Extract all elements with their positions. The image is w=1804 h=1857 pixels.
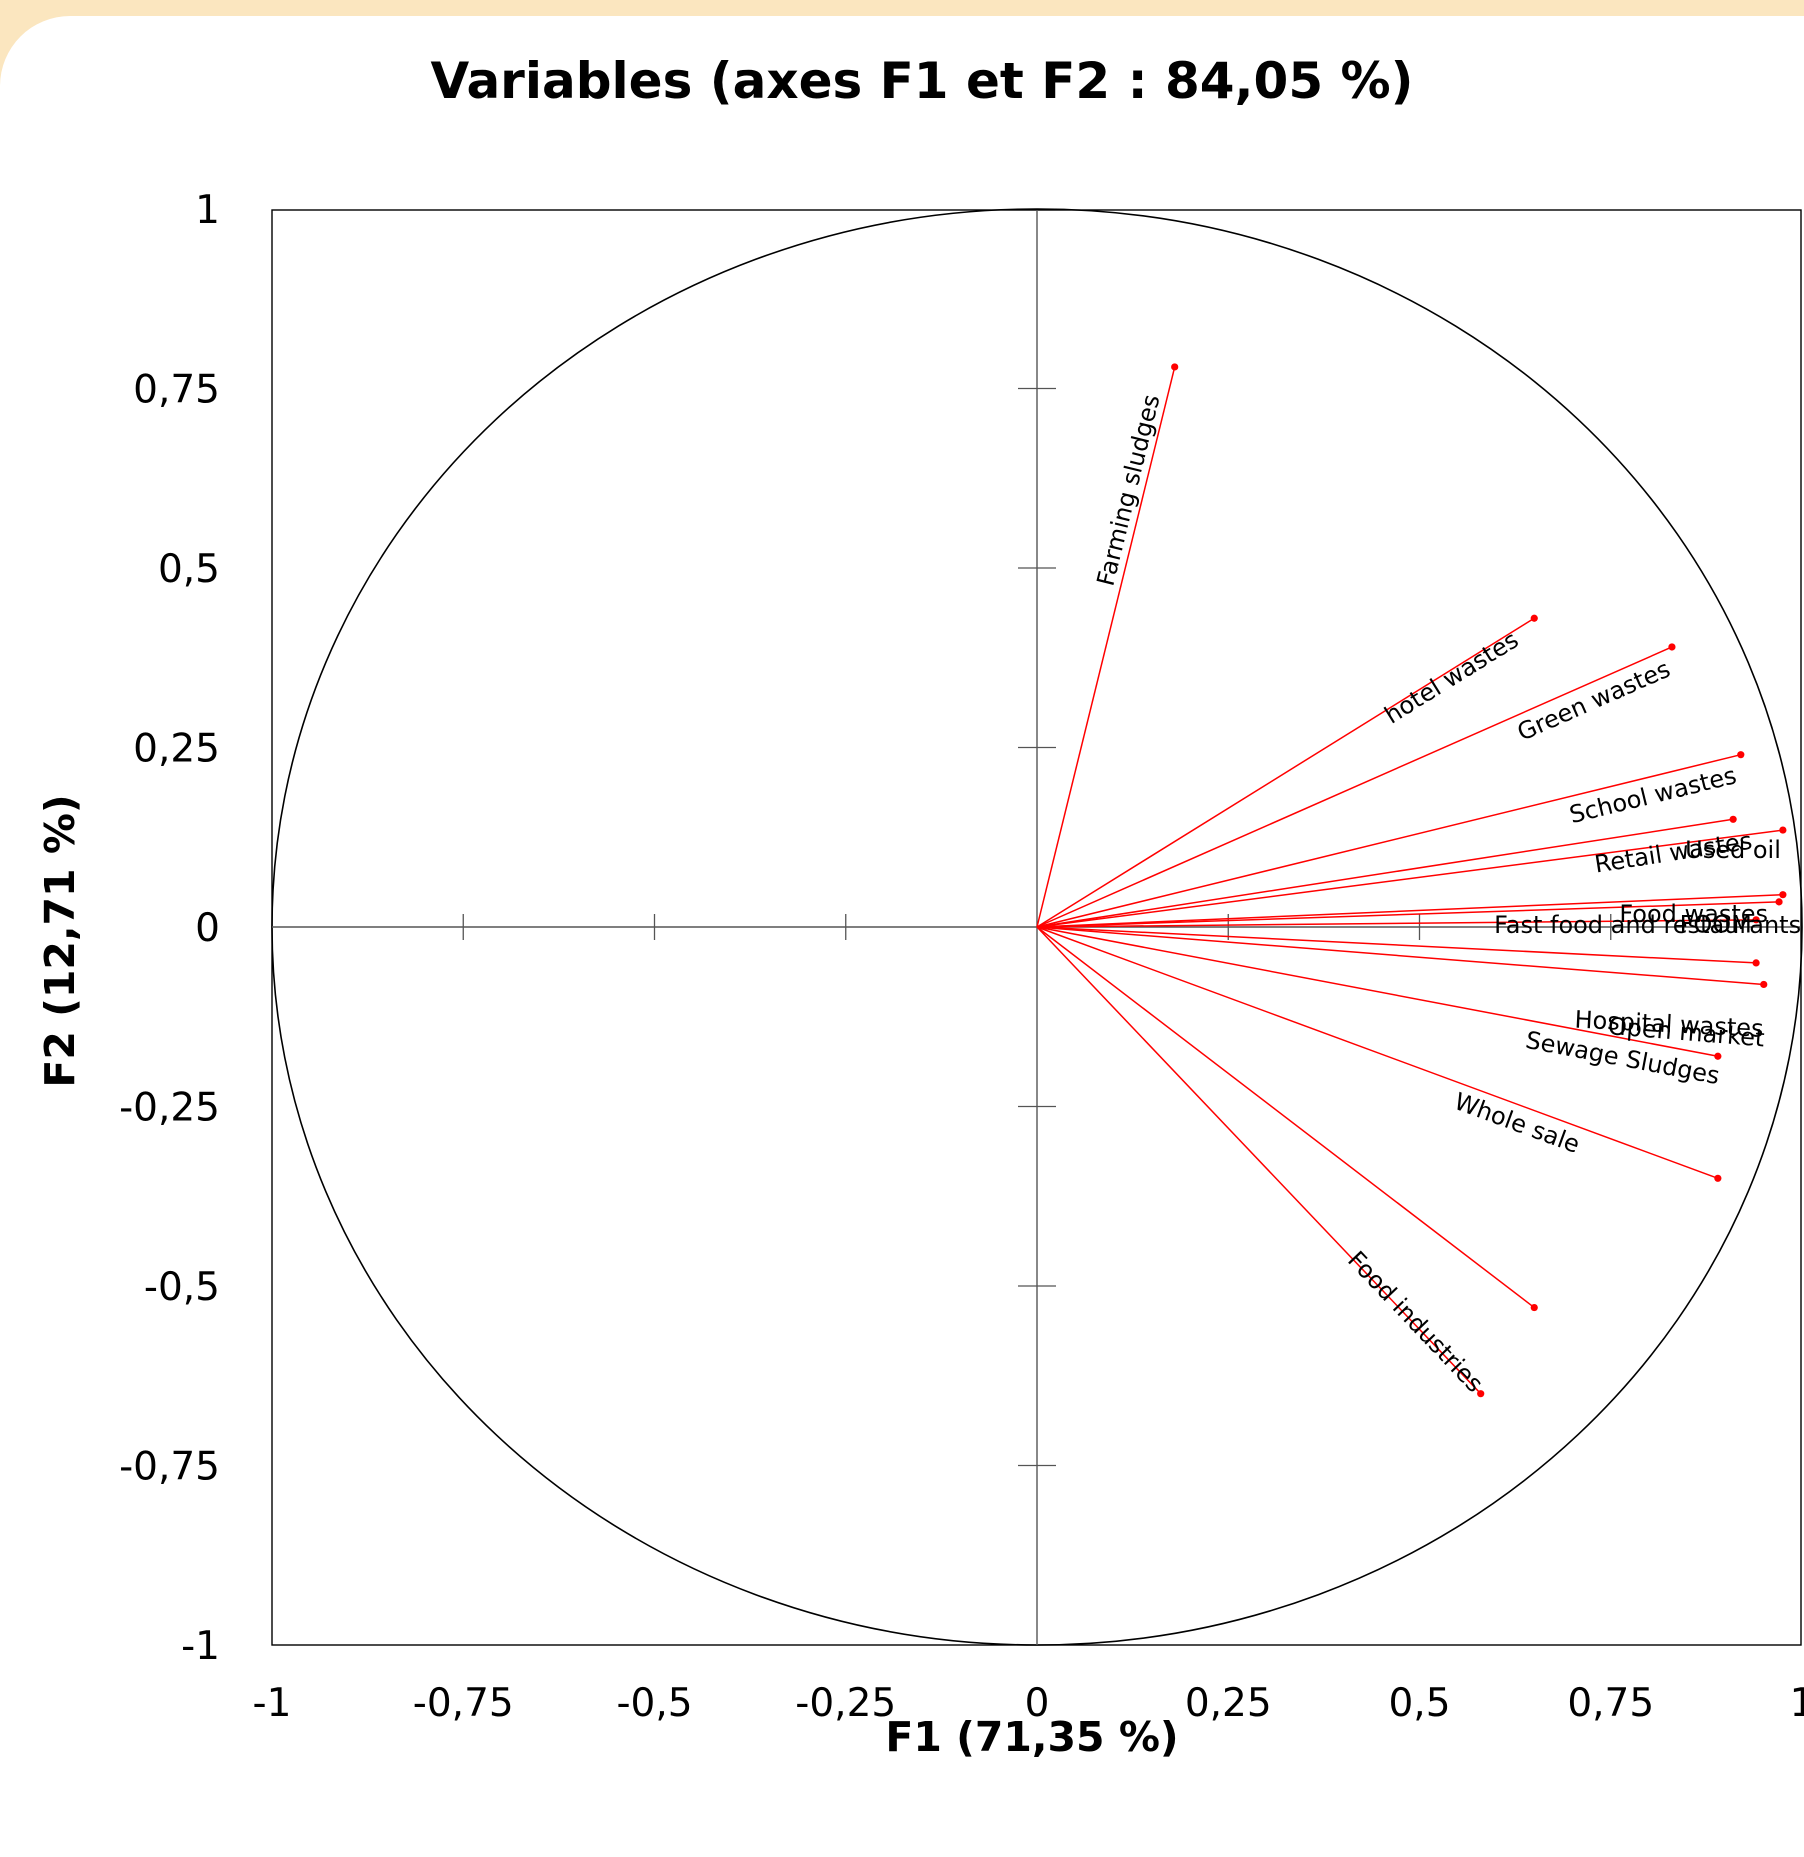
x-tick-label: 0,25 bbox=[1185, 1681, 1272, 1726]
variable-label: School wastes bbox=[1567, 761, 1740, 829]
variable-point bbox=[1779, 891, 1787, 899]
x-tick-label: -0,25 bbox=[795, 1681, 896, 1726]
variable-point bbox=[1752, 959, 1760, 967]
variable-vector bbox=[1036, 926, 1764, 986]
variable-vector bbox=[1036, 366, 1176, 928]
y-tick-label: -0,25 bbox=[119, 1086, 220, 1131]
variable-label: Farming sludges bbox=[1092, 392, 1166, 589]
variable-point bbox=[1530, 614, 1538, 622]
variable-point bbox=[1729, 815, 1737, 823]
variable-vector bbox=[1036, 926, 1718, 1057]
variable-vector bbox=[1036, 926, 1719, 1180]
variable-label: Whole sale bbox=[1451, 1087, 1584, 1159]
x-tick-label: -0,5 bbox=[616, 1681, 692, 1726]
y-tick-label: -1 bbox=[181, 1624, 220, 1669]
y-tick-label: 1 bbox=[195, 188, 220, 233]
variable-vector bbox=[1036, 926, 1535, 1309]
x-tick-label: -1 bbox=[253, 1681, 292, 1726]
x-tick-label: 0 bbox=[1025, 1681, 1050, 1726]
variable-point bbox=[1530, 1303, 1538, 1312]
variable-vector bbox=[1036, 646, 1673, 928]
variable-label: Food wastes bbox=[1619, 900, 1768, 928]
vectors-layer bbox=[1036, 363, 1787, 1398]
x-tick-label: -0,75 bbox=[413, 1681, 514, 1726]
correlation-circle-chart: Variables (axes F1 et F2 : 84,05 %) F2 (… bbox=[36, 52, 1804, 1761]
variable-point bbox=[1714, 1052, 1722, 1060]
y-tick-label: 0,75 bbox=[133, 368, 220, 413]
variable-vector bbox=[1036, 893, 1783, 928]
variable-vector bbox=[1036, 919, 1757, 928]
variable-vector bbox=[1036, 753, 1741, 928]
y-tick-label: -0,75 bbox=[119, 1445, 220, 1490]
variable-label: Used oil bbox=[1685, 836, 1781, 864]
variable-point bbox=[1668, 643, 1676, 651]
variable-point bbox=[1775, 898, 1783, 906]
x-tick-label: 0,75 bbox=[1567, 1681, 1654, 1726]
variable-point bbox=[1779, 826, 1787, 834]
y-tick-label: 0 bbox=[195, 906, 220, 951]
ticks-layer: -1 -0,75 -0,5 -0,25 0 0,25 0,5 0,75 1 1 0,75 0,5 0,2… bbox=[119, 188, 1804, 1726]
x-axis-title: F1 (71,35 %) bbox=[885, 1713, 1178, 1761]
variable-label: Fast food and restaurants bbox=[1494, 911, 1801, 939]
variable-point bbox=[1714, 1174, 1722, 1182]
variable-vector bbox=[1036, 901, 1780, 928]
variable-point bbox=[1737, 751, 1745, 759]
variable-point bbox=[1752, 916, 1760, 924]
variable-vector bbox=[1036, 926, 1482, 1395]
y-tick-label: 0,25 bbox=[133, 727, 220, 772]
variable-label: Food industries bbox=[1342, 1246, 1489, 1398]
variable-vector bbox=[1036, 926, 1757, 964]
variable-point bbox=[1760, 980, 1768, 989]
chart-frame: Variables (axes F1 et F2 : 84,05 %) F2 (… bbox=[0, 16, 1804, 1857]
y-tick-label: -0,5 bbox=[144, 1265, 220, 1310]
variable-vector bbox=[1036, 617, 1535, 928]
variable-vector bbox=[1036, 829, 1783, 928]
variable-point bbox=[1171, 363, 1179, 371]
variable-point bbox=[1477, 1390, 1485, 1398]
variable-vector bbox=[1036, 818, 1734, 928]
variable-label: FOOM bbox=[1680, 911, 1752, 939]
chart-title: Variables (axes F1 et F2 : 84,05 %) bbox=[430, 52, 1413, 110]
variable-label: Green wastes bbox=[1513, 655, 1674, 747]
x-tick-label: 1 bbox=[1790, 1681, 1804, 1726]
y-tick-label: 0,5 bbox=[158, 547, 220, 592]
variable-label: hotel wastes bbox=[1380, 626, 1524, 730]
x-tick-label: 0,5 bbox=[1388, 1681, 1450, 1726]
y-axis-title: F2 (12,71 %) bbox=[36, 794, 84, 1087]
